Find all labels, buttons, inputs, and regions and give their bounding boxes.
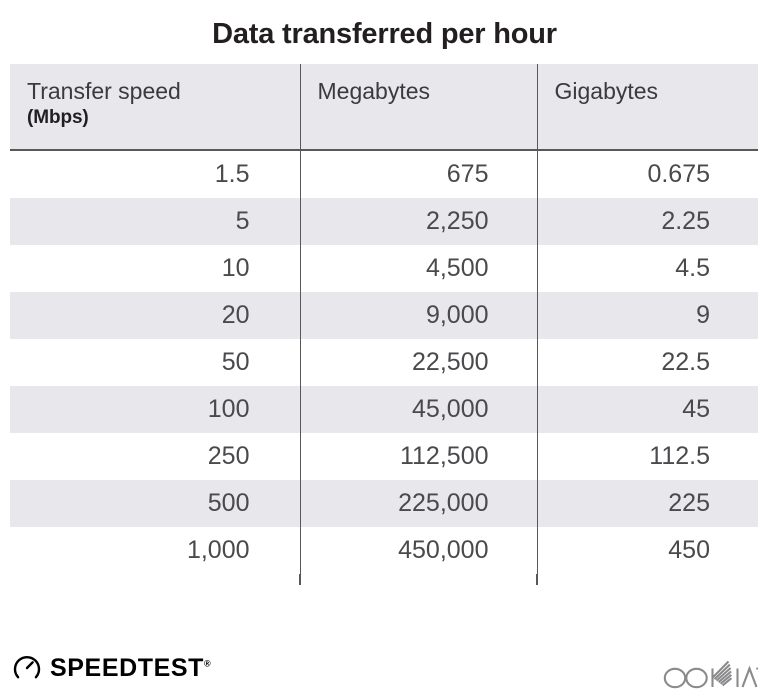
column-header-transfer-speed: Transfer speed (Mbps) (10, 64, 300, 151)
cell-gigabytes: 45 (536, 385, 758, 433)
speedometer-gauge-icon (13, 654, 41, 682)
cell-gigabytes: 9 (536, 291, 758, 339)
table-row: 250 112,500 112.5 (10, 432, 758, 480)
column-header-label: Gigabytes (554, 78, 659, 104)
table-row: 50 22,500 22.5 (10, 338, 758, 386)
cell-megabytes: 112,500 (299, 432, 537, 480)
column-header-megabytes: Megabytes (299, 64, 537, 151)
cell-megabytes: 4,500 (299, 244, 537, 292)
table-row: 5 2,250 2.25 (10, 197, 758, 245)
cell-gigabytes: 22.5 (536, 338, 758, 386)
table-row: 1,000 450,000 450 (10, 526, 758, 574)
speedtest-wordmark-text: SPEEDTEST (50, 653, 205, 682)
cell-megabytes: 45,000 (299, 385, 537, 433)
table-header-row: Transfer speed (Mbps) Megabytes Gigabyte… (10, 64, 758, 151)
cell-gigabytes: 112.5 (536, 432, 758, 480)
cell-transfer-speed: 1,000 (186, 535, 250, 564)
cell-gigabytes: 450 (536, 526, 758, 574)
table-header: Transfer speed (Mbps) Megabytes Gigabyte… (10, 64, 758, 151)
speedtest-logo: SPEEDTEST® (13, 654, 211, 682)
cell-megabytes: 9,000 (299, 291, 537, 339)
cell-transfer-speed: 10 (221, 253, 250, 282)
column-header-unit: (Mbps) (27, 107, 89, 129)
column-header-label: Transfer speed (27, 78, 181, 104)
cell-transfer-speed: 50 (221, 347, 250, 376)
ookla-logo (662, 653, 758, 691)
footer: SPEEDTEST® (0, 645, 769, 698)
data-table-container: Transfer speed (Mbps) Megabytes Gigabyte… (10, 64, 758, 585)
table-row: 1.5 675 0.675 (10, 149, 758, 198)
cell-gigabytes: 0.675 (536, 149, 758, 198)
cell-megabytes: 450,000 (299, 526, 537, 574)
table-row: 100 45,000 45 (10, 385, 758, 433)
column-header-label: Megabytes (317, 78, 431, 104)
cell-transfer-speed: 250 (207, 441, 250, 470)
data-table: Transfer speed (Mbps) Megabytes Gigabyte… (10, 64, 758, 574)
cell-megabytes: 225,000 (299, 479, 537, 527)
column-divider-1 (299, 573, 301, 585)
cell-transfer-speed: 1.5 (214, 159, 250, 188)
table-row: 20 9,000 9 (10, 291, 758, 339)
speedtest-trademark: ® (204, 658, 211, 669)
column-header-gigabytes: Gigabytes (536, 64, 758, 151)
cell-megabytes: 22,500 (299, 338, 537, 386)
cell-megabytes: 675 (299, 149, 537, 198)
cell-transfer-speed: 20 (221, 300, 250, 329)
page-title: Data transferred per hour (212, 18, 557, 50)
speedtest-wordmark: SPEEDTEST® (50, 653, 211, 682)
table-row: 500 225,000 225 (10, 479, 758, 527)
table-row: 10 4,500 4.5 (10, 244, 758, 292)
cell-transfer-speed: 500 (207, 488, 250, 517)
cell-megabytes: 2,250 (299, 197, 537, 245)
cell-gigabytes: 225 (536, 479, 758, 527)
column-divider-2 (536, 573, 538, 585)
cell-gigabytes: 2.25 (536, 197, 758, 245)
ookla-logo-icon (662, 653, 758, 691)
cell-gigabytes: 4.5 (536, 244, 758, 292)
cell-transfer-speed: 100 (207, 394, 250, 423)
cell-transfer-speed: 5 (235, 206, 250, 235)
table-body: 1.5 675 0.675 5 2,250 2.25 10 4,500 4.5 20 9,000 9 5… (10, 149, 758, 574)
